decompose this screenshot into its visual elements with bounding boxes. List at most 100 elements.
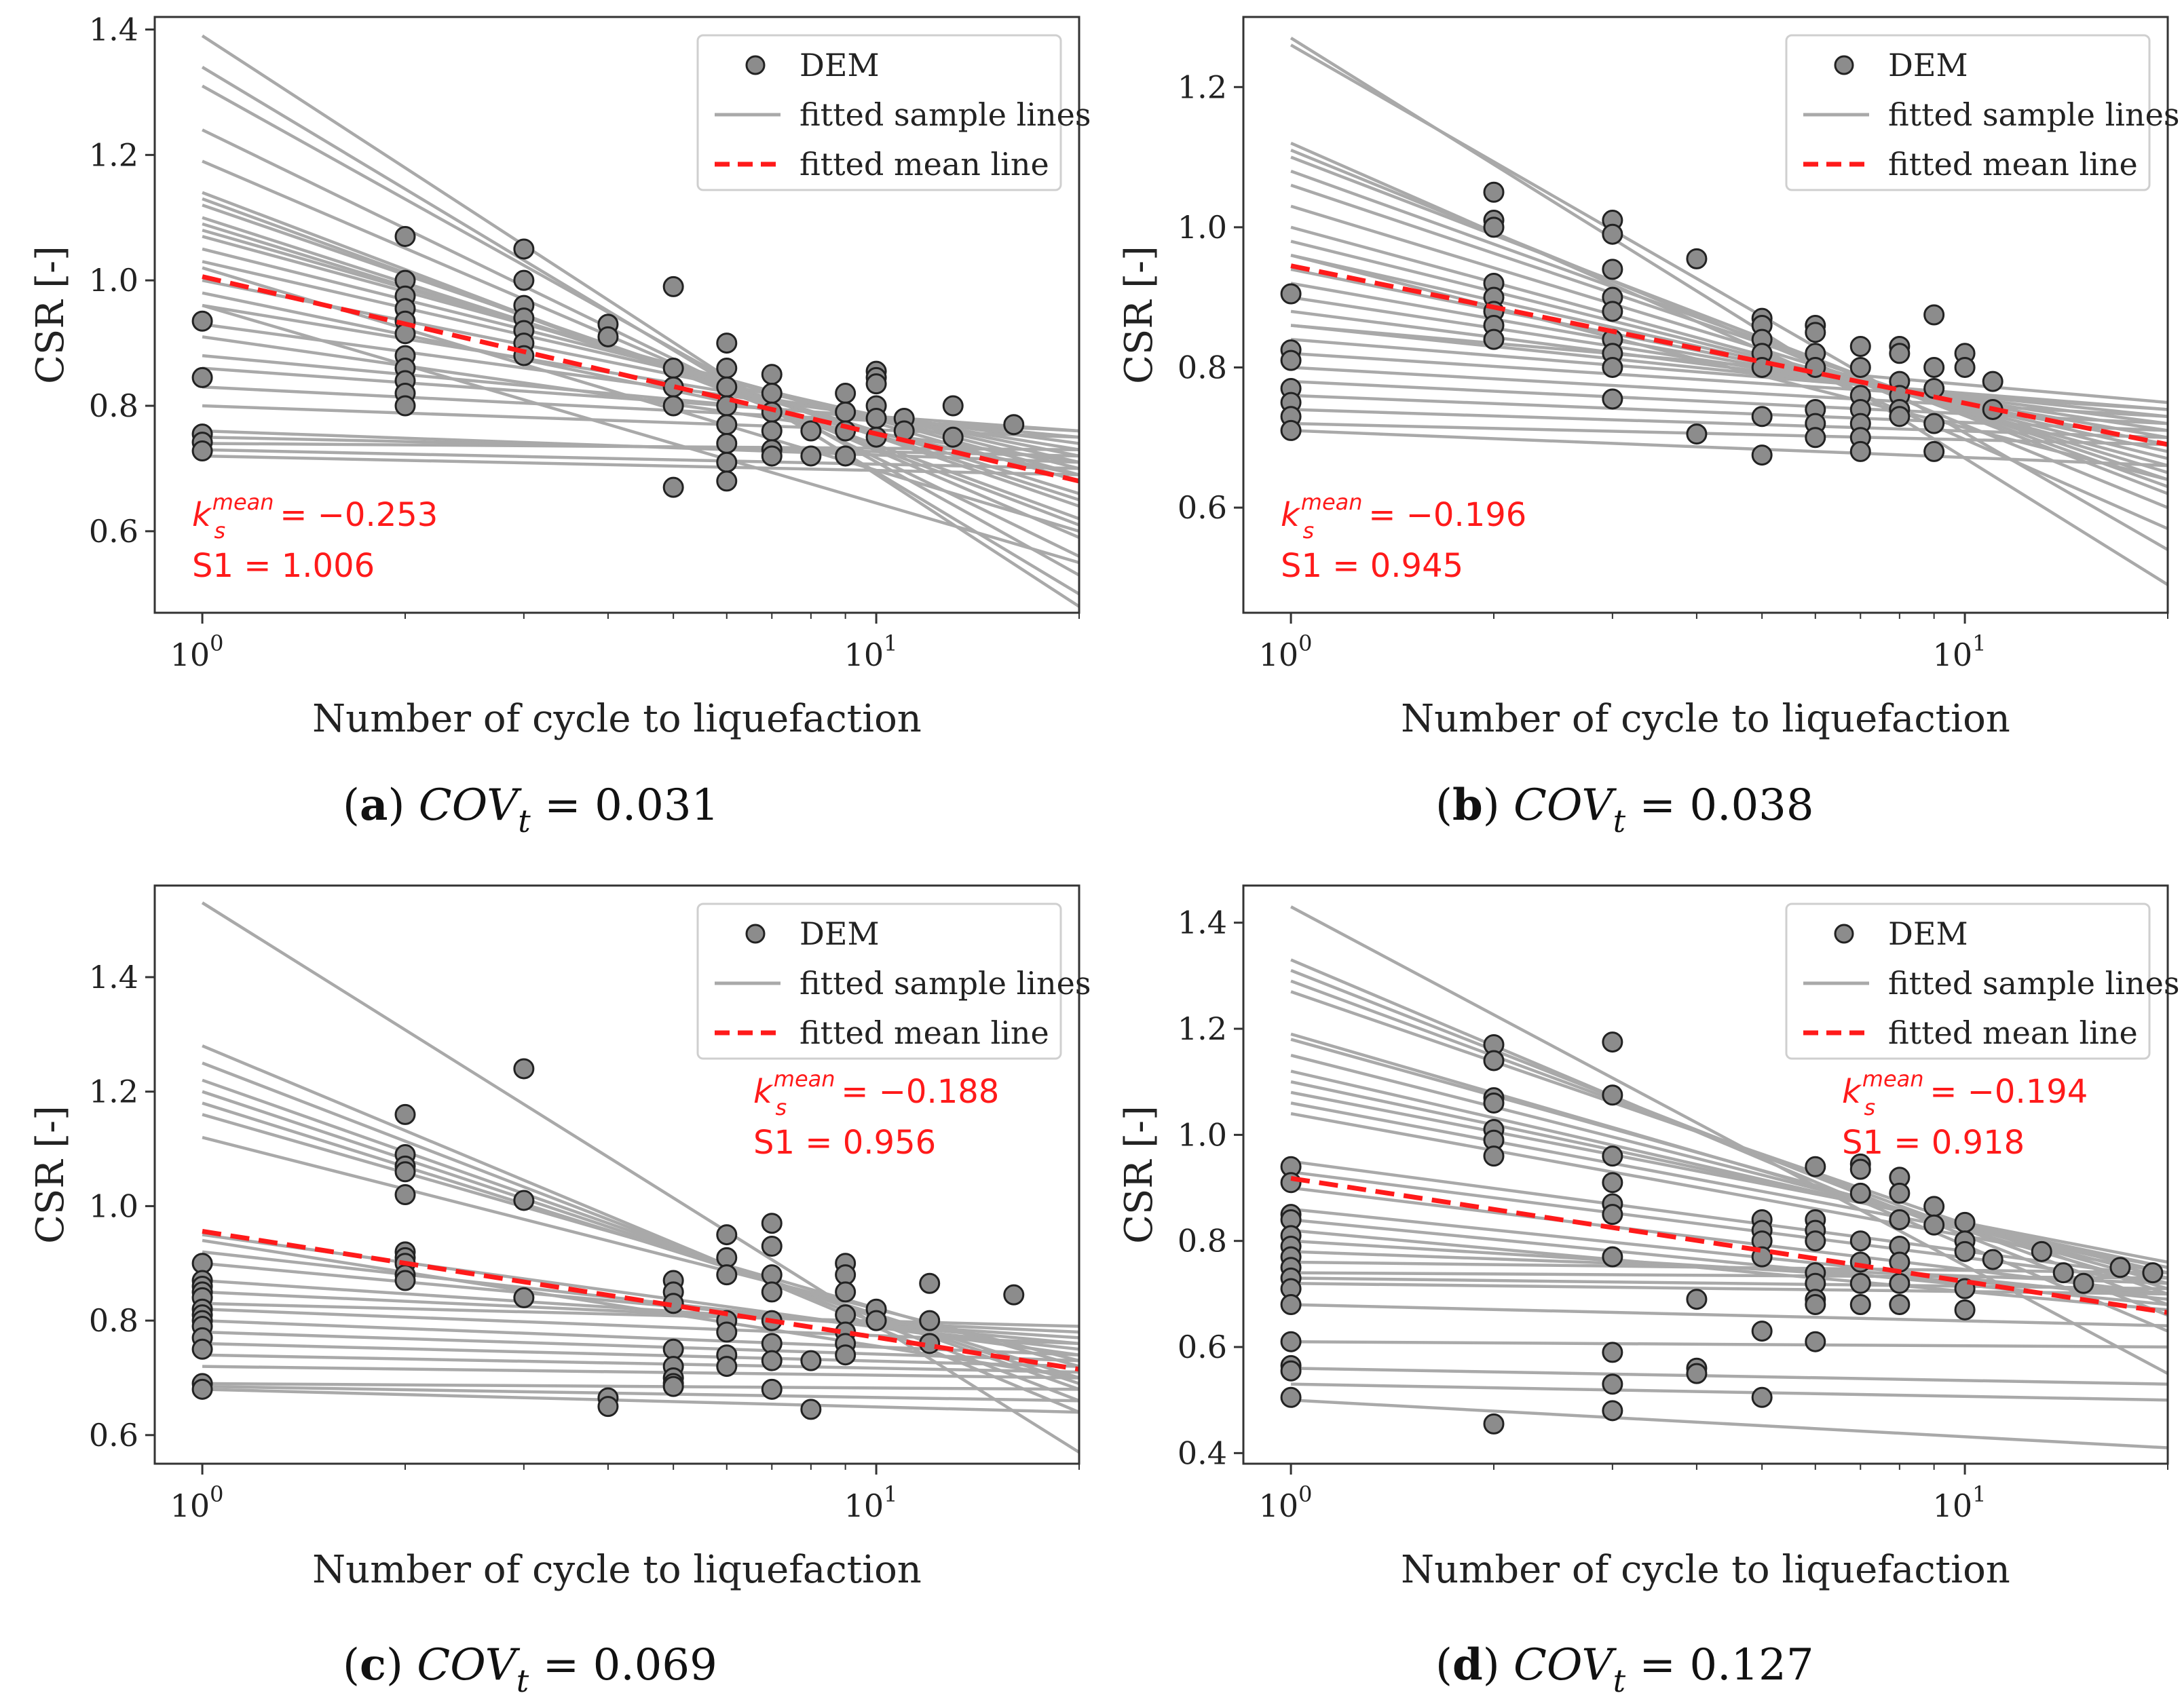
legend: DEM fitted sample lines fitted mean line — [696, 903, 1091, 1060]
caption-variable: COV — [417, 1640, 520, 1690]
dem-point — [1849, 440, 1871, 462]
dem-point — [1849, 1272, 1871, 1294]
dem-point — [1602, 301, 1623, 322]
y-axis-label: CSR [-] — [1117, 1105, 1161, 1244]
fitted-sample-line — [202, 1342, 1079, 1368]
ks-superscript: mean — [1301, 489, 1363, 515]
dem-point — [761, 1350, 783, 1371]
fitted-sample-line — [1290, 254, 2168, 481]
ks-mean-annotation: kmean s = −0.194 — [1842, 1066, 2088, 1120]
fitted-sample-line — [1291, 1367, 2168, 1386]
dem-point — [191, 440, 213, 462]
dem-point — [2109, 1257, 2131, 1278]
dem-point — [191, 1338, 213, 1360]
fitted-sample-line — [202, 385, 1079, 433]
fitted-sample-line — [1290, 352, 2168, 411]
dem-point — [1849, 1158, 1871, 1180]
x-tick-label: 100 — [170, 1481, 224, 1524]
dem-point — [865, 1310, 887, 1331]
dem-point — [1602, 388, 1623, 410]
x-tick-label: 100 — [170, 630, 224, 673]
ks-symbol: k — [1842, 1073, 1862, 1111]
s1-annotation: S1 = 1.006 — [192, 547, 375, 585]
dem-point — [2031, 1240, 2052, 1262]
dem-point — [865, 407, 887, 429]
dem-point — [1280, 1386, 1302, 1408]
caption-value: = 0.127 — [1625, 1640, 1814, 1690]
dem-point — [800, 1350, 822, 1371]
dem-point — [835, 1264, 857, 1286]
dem-point — [394, 1161, 416, 1183]
fitted-sample-line — [1290, 337, 2168, 411]
dem-point — [761, 1333, 783, 1354]
dem-point — [1982, 371, 2004, 392]
dem-point — [865, 373, 887, 395]
dem-point — [1483, 1092, 1505, 1114]
dem-point — [1923, 413, 1945, 434]
caption-close-paren: ) — [1483, 1640, 1513, 1690]
fitted-mean-line — [1290, 1176, 2168, 1315]
dem-point — [1602, 1204, 1623, 1226]
axes-frame — [1242, 884, 2169, 1465]
dem-point — [513, 269, 535, 291]
dem-point — [835, 401, 857, 423]
fitted-sample-line — [202, 404, 1079, 439]
fitted-sample-line — [1290, 1398, 2168, 1449]
dem-point — [716, 470, 738, 492]
dem-point — [919, 1272, 941, 1294]
fitted-sample-line — [201, 84, 1079, 577]
panel-caption: (a) COVt = 0.031 — [343, 780, 719, 839]
legend-sample-label: fitted sample lines — [1888, 96, 2179, 133]
fitted-sample-line — [1291, 1303, 2168, 1328]
caption-variable: COV — [419, 780, 522, 831]
fitted-sample-line — [202, 159, 1079, 539]
dem-point — [1602, 1031, 1623, 1053]
dem-point — [942, 395, 964, 417]
caption-subscript: t — [518, 803, 531, 839]
fitted-sample-line — [1290, 394, 2168, 432]
dem-point — [513, 1190, 535, 1211]
dem-point — [942, 426, 964, 448]
fitted-sample-line — [202, 1388, 1079, 1414]
x-tick-exponent: 0 — [210, 1481, 223, 1507]
x-tick-label: 101 — [844, 1481, 898, 1524]
fitted-sample-line — [202, 235, 1079, 476]
dem-point — [1923, 440, 1945, 462]
dem-point — [1483, 1145, 1505, 1167]
fitted-sample-line — [1291, 1276, 2168, 1291]
dem-point — [1751, 406, 1773, 428]
dem-point — [513, 238, 535, 260]
dem-point — [1751, 444, 1773, 466]
dem-point — [1923, 1214, 1945, 1236]
dem-point — [1805, 1156, 1826, 1177]
legend-dem-marker — [745, 924, 766, 944]
ks-subscript: s — [214, 518, 226, 544]
fitted-sample-line — [202, 1078, 1079, 1391]
dem-point — [1954, 1211, 1976, 1233]
dem-point — [835, 1281, 857, 1303]
x-axis-label: Number of cycle to liquefaction — [312, 1548, 922, 1592]
dem-point — [716, 1321, 738, 1343]
dem-point — [716, 1356, 738, 1378]
legend-box — [1785, 34, 2151, 191]
dem-point — [513, 1287, 535, 1308]
dem-point — [835, 1304, 857, 1326]
dem-point — [1602, 223, 1623, 245]
y-tick-label: 0.4 — [1178, 1435, 1227, 1471]
dem-point — [662, 358, 684, 379]
legend-mean-label: fitted mean line — [1888, 146, 2138, 183]
caption-variable: COV — [1513, 780, 1617, 831]
dem-point — [716, 451, 738, 473]
dem-point — [1889, 1182, 1911, 1204]
dem-point — [1923, 1196, 1945, 1217]
fitted-sample-line — [1290, 1080, 2168, 1269]
dem-point — [1889, 1272, 1911, 1294]
s1-annotation: S1 = 0.918 — [1842, 1124, 2025, 1162]
dem-point — [1602, 1145, 1623, 1167]
fitted-sample-line — [1290, 429, 2168, 468]
dem-point — [1280, 349, 1302, 371]
y-axis-label: CSR [-] — [29, 246, 73, 384]
legend-box — [696, 903, 1062, 1060]
fitted-sample-line — [1291, 1271, 2168, 1280]
